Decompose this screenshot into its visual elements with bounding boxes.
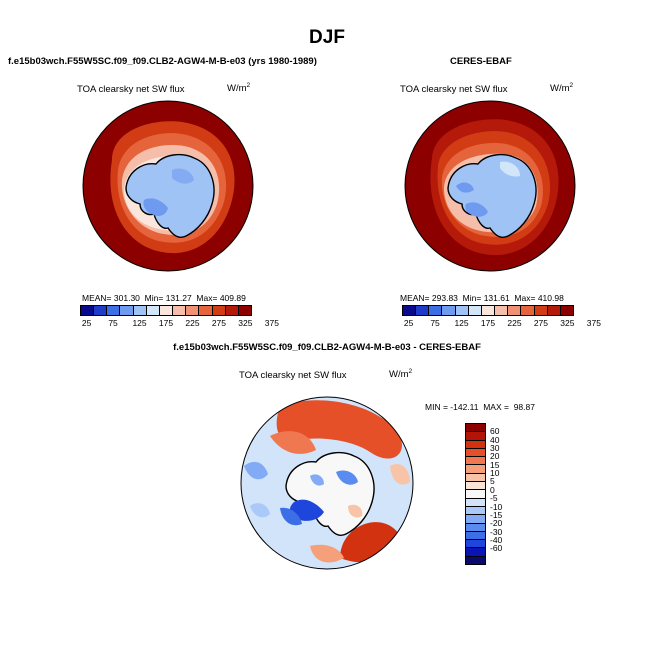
colorbar-tick-label: 30 [490, 443, 500, 454]
model-colorbar [80, 305, 252, 316]
diff-stats: MIN = -142.11 MAX = 98.87 [425, 402, 535, 412]
colorbar-swatch [481, 306, 496, 315]
diff-colorbar-labels: 60 40 30 20 15 10 5 0 -5 -10 -15 -20 -30 -40 -60 [490, 423, 530, 565]
colorbar-tick-label: 275 [533, 318, 549, 328]
diff-polar-map [240, 396, 414, 570]
colorbar-swatch [521, 306, 535, 315]
colorbar-tick-label: 275 [211, 318, 227, 328]
colorbar-swatch [429, 306, 443, 315]
colorbar-swatch [466, 531, 485, 541]
colorbar-swatch [466, 540, 485, 549]
colorbar-swatch [107, 306, 121, 315]
colorbar-swatch [466, 457, 485, 466]
colorbar-tick-label: 375 [264, 318, 279, 328]
colorbar-tick-label: 10 [490, 468, 500, 479]
colorbar-swatch [455, 306, 469, 315]
colorbar-tick-label: -30 [490, 526, 503, 537]
obs-stats: MEAN= 293.83 Min= 131.61 Max= 410.98 [400, 293, 564, 303]
colorbar-swatch [94, 306, 108, 315]
colorbar-swatch [466, 548, 485, 557]
colorbar-swatch [534, 306, 548, 315]
colorbar-tick-label: -5 [490, 493, 498, 504]
colorbar-swatch [146, 306, 160, 315]
colorbar-swatch [495, 306, 509, 315]
colorbar-swatch [186, 306, 200, 315]
colorbar-tick-label: 175 [158, 318, 174, 328]
colorbar-swatch [199, 306, 213, 315]
obs-units: W/m2 [550, 82, 574, 95]
colorbar-tick-label: 20 [490, 451, 500, 462]
colorbar-swatch [466, 465, 485, 474]
colorbar-swatch [466, 523, 485, 532]
model-case-title: f.e15b03wch.F55W5SC.f09_f09.CLB2-AGW4-M-… [8, 56, 317, 67]
colorbar-tick-label: 15 [490, 459, 500, 470]
figure-title: DJF [309, 27, 345, 48]
diff-case-title: f.e15b03wch.F55W5SC.f09_f09.CLB2-AGW4-M-… [173, 342, 481, 353]
colorbar-tick-label: 75 [430, 318, 440, 328]
colorbar-swatch [508, 306, 522, 315]
obs-polar-map [404, 100, 576, 272]
colorbar-tick-label: 375 [586, 318, 601, 328]
colorbar-tick-label: 325 [238, 318, 253, 328]
colorbar-tick-label: -20 [490, 518, 503, 529]
colorbar-swatch [81, 306, 95, 315]
colorbar-swatch [466, 498, 485, 507]
obs-colorbar-labels: 25 75 125 175 225 275 325 375 [402, 318, 601, 330]
colorbar-swatch [120, 306, 134, 315]
colorbar-swatch [547, 306, 561, 315]
colorbar-tick-label: -10 [490, 501, 503, 512]
colorbar-swatch [466, 432, 485, 441]
diff-units: W/m2 [389, 368, 413, 381]
obs-variable-label: TOA clearsky net SW flux [400, 84, 508, 95]
colorbar-tick-label: 125 [132, 318, 147, 328]
colorbar-swatch [225, 306, 239, 315]
colorbar-tick-label: -15 [490, 509, 503, 520]
colorbar-swatch [466, 556, 485, 565]
colorbar-tick-label: 25 [403, 318, 414, 328]
colorbar-swatch [466, 473, 485, 483]
colorbar-swatch [466, 490, 485, 499]
colorbar-tick-label: 60 [490, 426, 500, 437]
model-stats: MEAN= 301.30 Min= 131.27 Max= 409.89 [82, 293, 246, 303]
colorbar-swatch [466, 515, 485, 524]
colorbar-swatch [442, 306, 456, 315]
colorbar-tick-label: 25 [81, 318, 92, 328]
colorbar-tick-label: 5 [490, 476, 495, 487]
colorbar-swatch [466, 448, 485, 458]
colorbar-tick-label: -60 [490, 543, 503, 554]
colorbar-swatch [159, 306, 174, 315]
colorbar-swatch [468, 306, 482, 315]
colorbar-swatch [133, 306, 147, 315]
colorbar-swatch [173, 306, 187, 315]
colorbar-tick-label: 175 [480, 318, 496, 328]
model-colorbar-labels: 25 75 125 175 225 275 325 375 [80, 318, 279, 330]
diff-colorbar [465, 423, 486, 565]
colorbar-tick-label: 125 [454, 318, 469, 328]
colorbar-tick-label: 75 [108, 318, 118, 328]
model-variable-label: TOA clearsky net SW flux [77, 84, 185, 95]
colorbar-swatch [403, 306, 417, 315]
obs-colorbar [402, 305, 574, 316]
colorbar-tick-label: -40 [490, 534, 503, 545]
model-units: W/m2 [227, 82, 251, 95]
colorbar-swatch [466, 506, 485, 516]
colorbar-tick-label: 225 [507, 318, 522, 328]
colorbar-swatch [466, 440, 485, 449]
model-polar-map [82, 100, 254, 272]
colorbar-tick-label: 325 [560, 318, 575, 328]
diff-variable-label: TOA clearsky net SW flux [239, 370, 347, 381]
colorbar-swatch [560, 306, 574, 315]
colorbar-swatch [212, 306, 226, 315]
colorbar-swatch [466, 482, 485, 491]
colorbar-tick-label: 0 [490, 484, 495, 495]
colorbar-swatch [416, 306, 430, 315]
colorbar-tick-label: 40 [490, 434, 500, 445]
obs-case-title: CERES-EBAF [450, 56, 512, 67]
colorbar-tick-label: 225 [185, 318, 200, 328]
colorbar-swatch [238, 306, 252, 315]
colorbar-swatch [466, 424, 485, 433]
